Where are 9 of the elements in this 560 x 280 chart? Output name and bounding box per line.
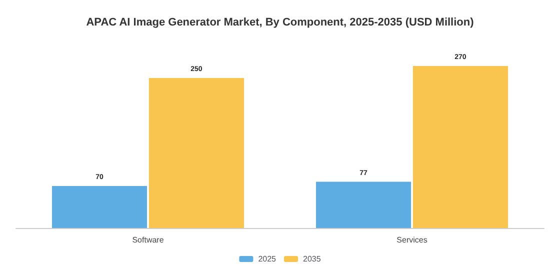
legend-label: 2025 bbox=[258, 254, 277, 264]
bar bbox=[148, 78, 244, 228]
chart-title: APAC AI Image Generator Market, By Component, 2025-2035 (USD Million) bbox=[86, 16, 474, 28]
bar bbox=[316, 182, 412, 228]
bar bbox=[412, 66, 508, 228]
bar bbox=[52, 186, 148, 228]
x-tick-label: Services bbox=[396, 236, 428, 244]
legend-label: 2035 bbox=[303, 254, 322, 264]
x-tick-label: Software bbox=[132, 236, 164, 244]
